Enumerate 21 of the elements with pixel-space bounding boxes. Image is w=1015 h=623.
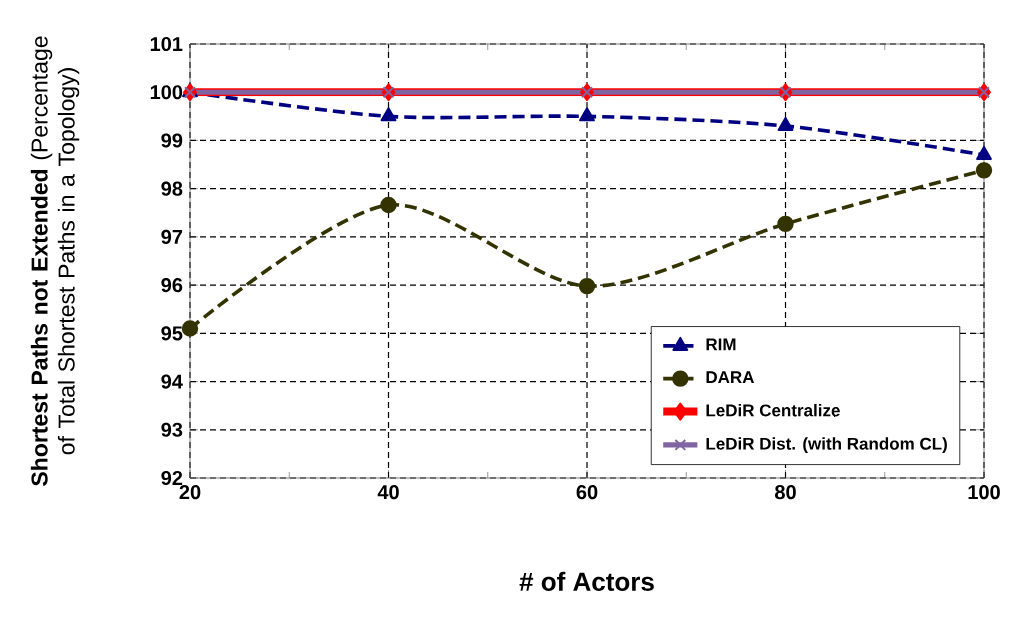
y-tick-label: 97 xyxy=(161,229,183,244)
legend-label: LeDiR Dist. (with Random CL) xyxy=(706,437,947,454)
y-axis-title: Shortest Paths not Extended (Percentage of Total Shortest Paths in a Topology) xyxy=(30,36,80,486)
legend-label: RIM xyxy=(706,338,736,351)
x-tick-label: 20 xyxy=(179,485,201,500)
y-tick-label: 92 xyxy=(161,470,183,486)
x-tick-label: 80 xyxy=(775,485,796,500)
x-tick-label: 100 xyxy=(968,485,1000,500)
legend-label: DARA xyxy=(706,371,755,383)
x-axis-title: # of Actors xyxy=(519,571,654,591)
y-tick-label: 96 xyxy=(161,278,183,293)
y-tick-label: 101 xyxy=(150,36,183,52)
y-tick-label: 94 xyxy=(161,374,183,389)
legend-label: LeDiR Centralize xyxy=(706,403,840,417)
y-tick-label: 98 xyxy=(161,181,183,196)
x-tick-label: 40 xyxy=(377,485,399,500)
y-tick-label: 93 xyxy=(161,422,183,437)
y-tick-label: 99 xyxy=(161,133,183,148)
x-tick-label: 60 xyxy=(576,485,598,500)
y-tick-label: 100 xyxy=(150,85,183,100)
y-tick-label: 95 xyxy=(161,326,183,341)
